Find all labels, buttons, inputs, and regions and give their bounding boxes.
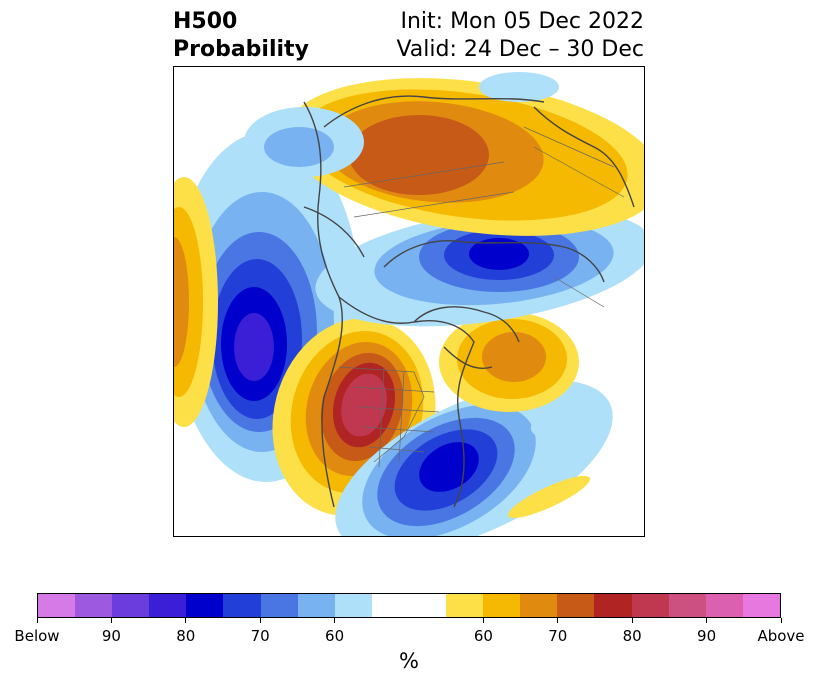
colorbar-tick-mark: [334, 618, 336, 623]
colorbar-tick-label: 80: [176, 627, 196, 645]
anomaly-north-pacific-below: [244, 72, 559, 177]
colorbar-swatch: [260, 594, 298, 617]
colorbar-swatch: [186, 594, 224, 617]
colorbar-swatch: [631, 594, 669, 617]
anomaly-europe-below: [315, 207, 644, 327]
valid-range: Valid: 24 Dec – 30 Dec: [396, 37, 644, 62]
colorbar-tick-label: 80: [622, 627, 642, 645]
colorbar-tick-mark: [557, 618, 559, 623]
colorbar: [37, 593, 781, 618]
map-title: H500 Probability: [173, 8, 309, 64]
colorbar-swatch: [668, 594, 706, 617]
colorbar-tick-mark: [110, 618, 112, 623]
init-date: Init: Mon 05 Dec 2022: [400, 9, 645, 34]
colorbar-tick-mark: [259, 618, 261, 623]
title-quantity: Probability: [173, 37, 309, 62]
colorbar-swatch: [149, 594, 187, 617]
colorbar-swatch: [520, 594, 558, 617]
colorbar-swatch: [75, 594, 113, 617]
colorbar-tick-label: 60: [473, 627, 493, 645]
probability-map: [173, 66, 645, 537]
anomaly-atlantic-above: [439, 312, 579, 412]
colorbar-tick-mark: [780, 618, 782, 623]
colorbar-tick-mark: [706, 618, 708, 623]
colorbar-tick-label: 60: [325, 627, 345, 645]
colorbar-tick-label: 90: [697, 627, 717, 645]
colorbar-tick-mark: [631, 618, 633, 623]
forecast-info: Init: Mon 05 Dec 2022 Valid: 24 Dec – 30…: [396, 8, 644, 64]
anomaly-atlantic-below: [530, 395, 608, 439]
colorbar-swatch: [297, 594, 335, 617]
title-variable: H500: [173, 9, 238, 34]
colorbar-swatch: [483, 594, 521, 617]
colorbar-tick-label: 70: [548, 627, 568, 645]
colorbar-swatch: [371, 594, 409, 617]
colorbar-tick-mark: [185, 618, 187, 623]
colorbar-swatch: [112, 594, 150, 617]
colorbar-swatch: [223, 594, 261, 617]
colorbar-tick-label: Below: [14, 627, 60, 645]
colorbar-unit: %: [399, 649, 419, 673]
colorbar-swatch: [38, 594, 76, 617]
borders: [338, 126, 625, 468]
colorbar-swatch: [408, 594, 447, 617]
anomaly-siberia-above: [285, 78, 644, 236]
colorbar-swatch: [334, 594, 372, 617]
colorbar-tick-label: 90: [101, 627, 121, 645]
colorbar-tick-label: 70: [250, 627, 270, 645]
colorbar-swatch: [742, 594, 780, 617]
colorbar-swatch: [705, 594, 743, 617]
anomaly-west-edge-above: [174, 177, 218, 427]
colorbar-swatch: [557, 594, 595, 617]
coastlines: [303, 95, 635, 508]
colorbar-tick-mark: [482, 618, 484, 623]
colorbar-tick-label: Above: [757, 627, 805, 645]
colorbar-swatch: [446, 594, 484, 617]
colorbar-tick-mark: [36, 618, 38, 623]
colorbar-swatch: [594, 594, 632, 617]
anomaly-southeast-above: [507, 475, 591, 519]
